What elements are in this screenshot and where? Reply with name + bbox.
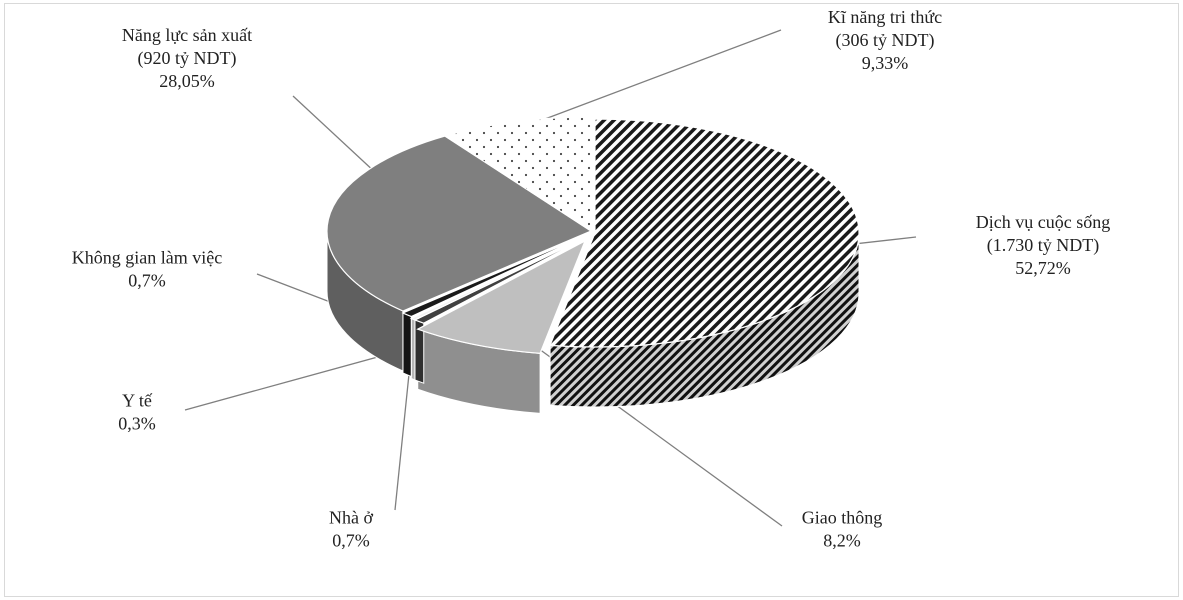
slice-2: [416, 239, 587, 354]
slice-side-4: [410, 317, 416, 381]
data-label-2: Giao thông 8,2%: [802, 508, 883, 551]
data-label-4: Y tế 0,3%: [118, 391, 156, 434]
leader-line-7: [536, 29, 782, 123]
pie-sides: [326, 230, 860, 414]
chart-frame: Dịch vụ cuộc sống (1.730 tỷ NDT) 52,72% Gia…: [4, 3, 1179, 597]
leader-line-6: [292, 95, 378, 175]
leader-line-3: [394, 373, 410, 511]
pie-tops: [326, 116, 860, 354]
pie-chart: Dịch vụ cuộc sống (1.730 tỷ NDT) 52,72% Gia…: [72, 7, 1110, 551]
data-label-7: Kĩ năng tri thức (306 tỷ NDT) 9,33%: [828, 7, 942, 73]
slice-4: [409, 234, 592, 321]
data-label-5: Không gian làm việc 0,7%: [72, 248, 222, 291]
slice-7: [443, 116, 592, 233]
slice-labels: Dịch vụ cuộc sống (1.730 tỷ NDT) 52,72% Gia…: [72, 7, 1110, 551]
slice-6: [326, 135, 593, 312]
data-label-1: Dịch vụ cuộc sống (1.730 tỷ NDT) 52,72%: [976, 212, 1110, 278]
slice-side-5: [402, 312, 412, 378]
slice-5: [401, 232, 592, 318]
leader-line-4: [184, 349, 404, 411]
slice-1: [549, 118, 860, 348]
data-label-3: Nhà ở 0,7%: [329, 508, 373, 551]
data-label-6: Năng lực sản xuất (920 tỷ NDT) 28,05%: [122, 25, 252, 91]
